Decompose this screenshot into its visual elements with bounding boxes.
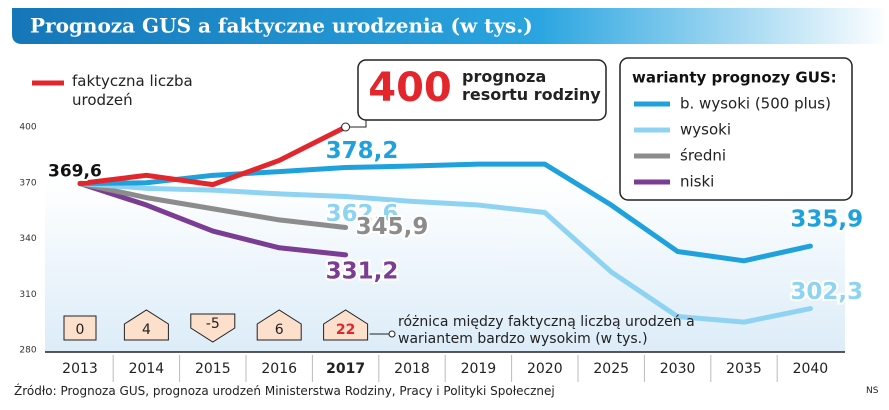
legend-label: wysoki [680, 121, 731, 139]
callout-leader [345, 120, 367, 128]
x-tick-label: 2016 [261, 361, 297, 377]
callout-text: prognoza resortu rodziny [462, 67, 601, 104]
x-tick-label: 2019 [461, 361, 497, 377]
x-tick-label: 2013 [62, 361, 98, 377]
y-tick-label: 370 [19, 178, 36, 188]
legend-label: faktyczna liczba urodzeń [72, 72, 193, 109]
difference-label: 0 [76, 322, 85, 338]
x-tick-label: 2020 [527, 361, 563, 377]
difference-badge [190, 313, 236, 343]
legend-box [619, 57, 853, 201]
series-line [77, 161, 813, 264]
callout-point [341, 122, 351, 132]
title-bar [12, 8, 889, 44]
value-label: 302,3 [790, 279, 863, 305]
y-tick-label: 400 [19, 123, 36, 133]
x-tick-label: 2017 [326, 361, 365, 377]
source: Źródło: Prognoza GUS, prognoza urodzeń M… [14, 384, 555, 398]
value-label: 369,6 [48, 161, 102, 181]
series-line [77, 180, 349, 258]
legend-label: średni [680, 147, 726, 165]
difference-badge [123, 309, 169, 341]
x-tick-label: 2015 [195, 361, 231, 377]
y-tick-label: 340 [19, 234, 36, 244]
legend-label: b. wysoki (500 plus) [680, 95, 831, 113]
legend-label: niski [680, 173, 714, 191]
difference-label: 22 [336, 322, 355, 338]
value-label: 378,2 [326, 138, 399, 164]
difference-badge [256, 309, 302, 341]
y-tick-label: 310 [19, 290, 36, 300]
x-tick-label: 2014 [129, 361, 165, 377]
value-label: 335,9 [790, 207, 863, 233]
chart-title: Prognoza GUS a faktyczne urodzenia (w ty… [30, 14, 533, 38]
difference-badge [63, 315, 97, 341]
x-tick-label: 2040 [793, 361, 829, 377]
callout-box [357, 59, 607, 121]
difference-label: -5 [206, 316, 220, 332]
x-tick-label: 2035 [726, 361, 762, 377]
x-tick-label: 2025 [593, 361, 629, 377]
value-label: 331,2 [326, 258, 399, 284]
x-tick-label: 2030 [660, 361, 696, 377]
difference-label: 6 [275, 322, 284, 338]
series-line [77, 180, 813, 325]
legend-title: warianty prognozy GUS: [632, 69, 837, 87]
difference-label: 4 [142, 322, 151, 338]
y-tick-label: 280 [19, 346, 36, 356]
credit: NS [866, 386, 879, 396]
value-label: 345,9 [356, 214, 429, 240]
difference-badge [323, 309, 369, 341]
value-label: 362,6 [326, 201, 399, 227]
callout-value: 400 [368, 65, 452, 111]
note: różnica między faktyczną liczbą urodzeń … [398, 314, 695, 347]
series-line [77, 124, 349, 188]
note-point [388, 330, 396, 338]
series-line [77, 180, 349, 231]
x-tick-label: 2018 [394, 361, 430, 377]
plot-bg [45, 180, 845, 352]
